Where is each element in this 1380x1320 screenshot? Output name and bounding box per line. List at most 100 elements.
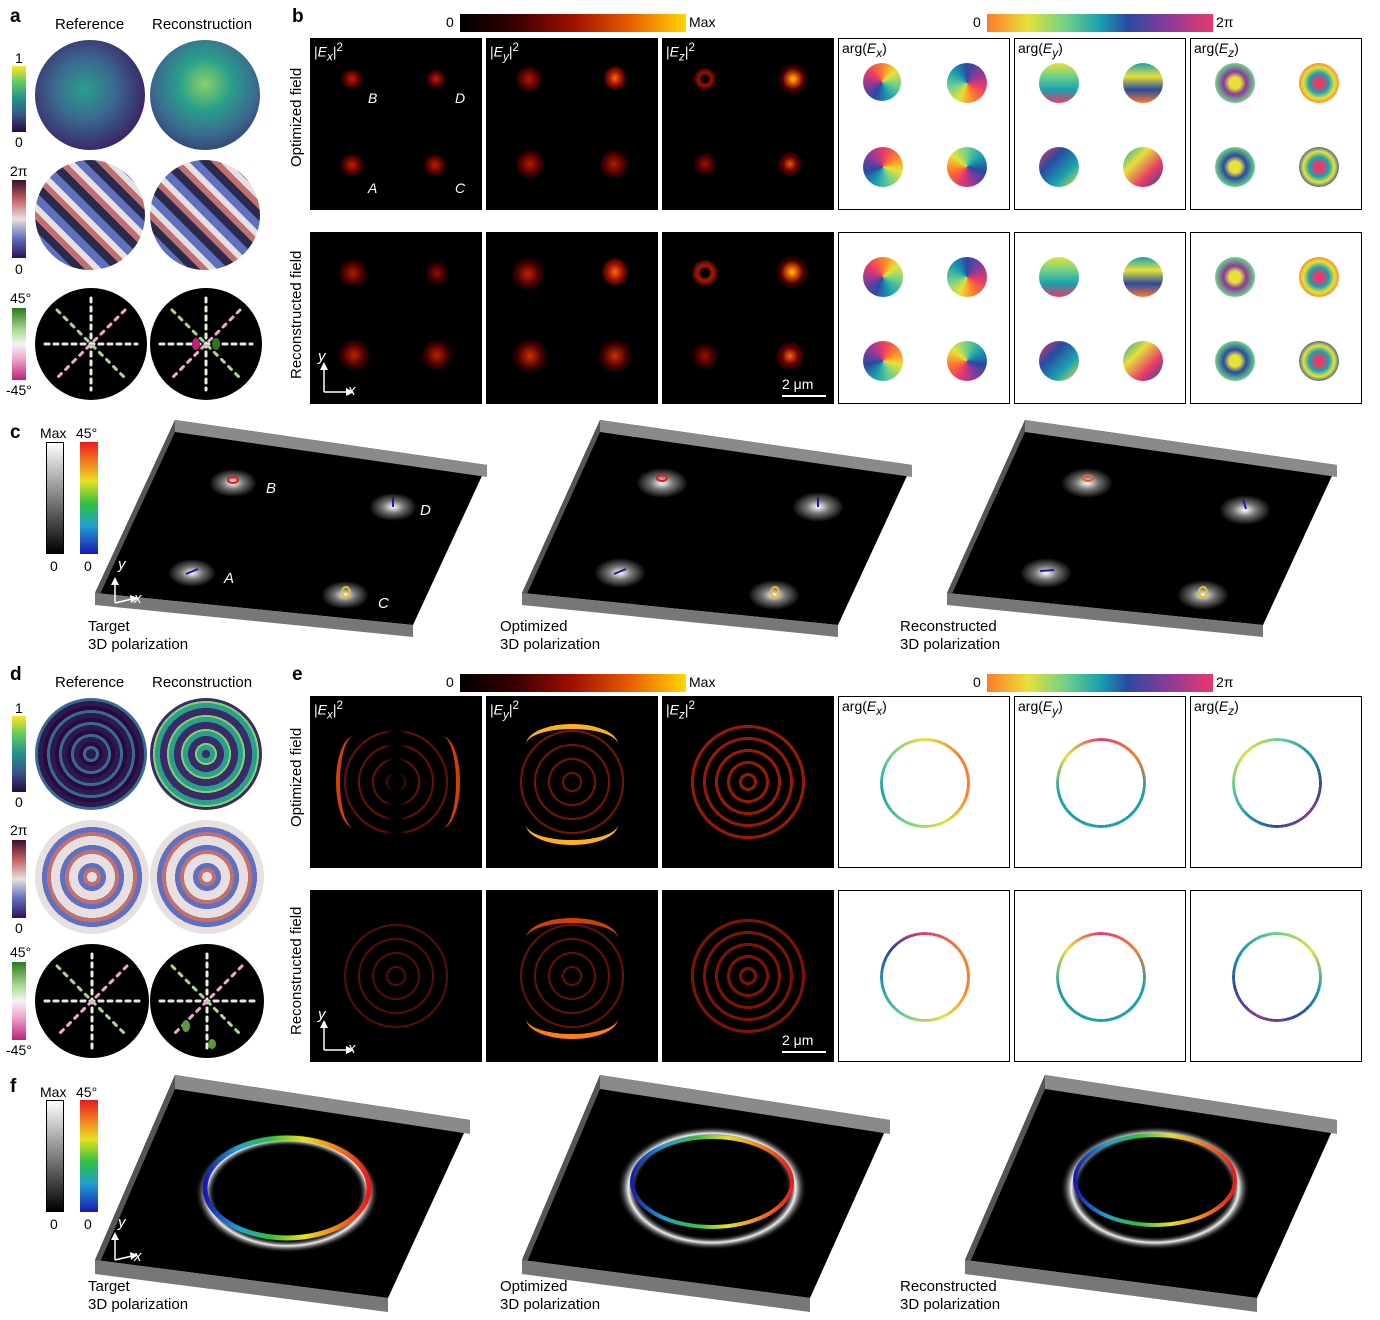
- arg-ex-label: arg(Ex): [842, 40, 887, 60]
- ring-pattern: [336, 916, 456, 1036]
- gray-colorbar-top-f: Max: [40, 1084, 67, 1100]
- spot-glow: [776, 342, 804, 370]
- ex-phase-optimized-e: arg(Ex): [838, 696, 1010, 868]
- reconstruction-polarization-image-d: [150, 944, 264, 1058]
- panel-label-c: c: [10, 422, 21, 443]
- phase-ring: [1232, 932, 1322, 1022]
- arg-ey-label: arg(Ey): [1018, 40, 1063, 60]
- optimized-spots-c: [594, 468, 844, 610]
- cyc-colorbar-left-e: 0: [973, 674, 981, 690]
- scalebar-e: [782, 1051, 826, 1053]
- target-slab-c: [95, 420, 487, 637]
- amplitude-colorbar: [12, 66, 26, 132]
- ez-intensity-reconstructed-b: 2 μm: [662, 232, 834, 404]
- scalebar-label-e: 2 μm: [782, 1032, 814, 1048]
- phase-spot: [947, 257, 987, 297]
- reconstruction-header-d: Reconstruction: [152, 674, 253, 691]
- spot-glow: [778, 152, 802, 176]
- spot-label-c-c: C: [378, 595, 389, 612]
- reference-polarization-glyphs-d: [43, 952, 141, 1050]
- ring-bright-top: [526, 918, 618, 959]
- axis-indicator-e: [320, 1020, 354, 1054]
- ey-intensity-optimized-b: |Ey|2: [486, 38, 658, 210]
- amp-colorbar-top-d: 1: [15, 700, 23, 716]
- spot-label-a-c: A: [224, 570, 235, 587]
- phase-colorbar-bottom: 0: [15, 261, 23, 277]
- spot-a-glow: [340, 154, 364, 176]
- ez-intensity-label-e: |Ez|2: [666, 699, 695, 722]
- ring-bright-top: [526, 724, 618, 765]
- spot-glow: [598, 340, 632, 372]
- spot-glow: [604, 66, 626, 90]
- phase-spot: [863, 147, 903, 187]
- jet-colorbar-top-c: 45°: [76, 425, 98, 441]
- panel-label-a: a: [10, 6, 21, 27]
- ez-phase-optimized-b: arg(Ez): [1190, 38, 1362, 210]
- 3d-polarization-plots-c: [95, 420, 1337, 637]
- phase-spot: [1039, 63, 1079, 103]
- jet-colorbar-bottom-c: 0: [84, 558, 92, 574]
- spot-glow: [694, 68, 716, 90]
- ring-bright-right: [424, 736, 460, 828]
- phase-spot: [947, 63, 987, 103]
- ey-intensity-label: |Ey|2: [490, 41, 519, 64]
- intensity-colorbar-c: [46, 442, 64, 554]
- heat-colorbar-right-e: Max: [689, 674, 716, 690]
- spot-label-c: C: [455, 180, 466, 196]
- angle-colorbar-d: [12, 962, 26, 1040]
- intensity-colorbar-f: [46, 1100, 64, 1212]
- spot-glow: [516, 66, 542, 92]
- axis-x-label-e: x: [348, 1040, 356, 1057]
- spot-glow: [512, 258, 544, 290]
- panel-label-e: e: [292, 664, 303, 685]
- phase-ring: [1056, 932, 1146, 1022]
- angle-colorbar-bottom: -45°: [6, 382, 32, 398]
- ez-phase-optimized-e: arg(Ez): [1190, 696, 1362, 868]
- ex-intensity-reconstructed-b: y x: [310, 232, 482, 404]
- phase-colorbar-top: 2π: [10, 163, 28, 179]
- ey-phase-reconstructed-e: [1014, 890, 1186, 1062]
- reference-header-d: Reference: [55, 674, 125, 691]
- phase-spot: [1299, 63, 1339, 103]
- phase-spot: [1299, 257, 1339, 297]
- amp-colorbar-bottom-d: 0: [15, 794, 23, 810]
- ez-phase-reconstructed-e: [1190, 890, 1362, 1062]
- caption-optimized-f: Optimized 3D polarization: [500, 1278, 601, 1313]
- spot-glow: [602, 258, 628, 286]
- ex-intensity-reconstructed-e: y x: [310, 890, 482, 1062]
- caption-reconstructed-f: Reconstructed 3D polarization: [900, 1278, 1001, 1313]
- phase-spot: [1039, 147, 1079, 187]
- caption-optimized-c: Optimized 3D polarization: [500, 618, 601, 653]
- spot-glow: [694, 152, 716, 176]
- cyc-colorbar-left-b: 0: [973, 14, 981, 30]
- phase-spot: [1039, 341, 1079, 381]
- caption-reconstructed-c: Reconstructed 3D polarization: [900, 618, 1001, 653]
- gray-colorbar-top-c: Max: [40, 425, 67, 441]
- phase-spot: [1123, 341, 1163, 381]
- spot-glow: [338, 340, 370, 370]
- reconstruction-phase-image-d: [150, 820, 264, 934]
- reference-amplitude-image-d: [35, 698, 147, 810]
- phase-colorbar-b: [987, 14, 1213, 32]
- ez-intensity-label: |Ez|2: [666, 41, 695, 64]
- angle-colorbar-top: 45°: [10, 290, 32, 306]
- phase-spot: [1215, 341, 1255, 381]
- phase-spot: [1123, 257, 1163, 297]
- phase-colorbar-top-d: 2π: [10, 822, 28, 838]
- reconstruction-polarization-image: [150, 288, 262, 400]
- ez-intensity-optimized-e: |Ez|2: [662, 696, 834, 868]
- jet-colorbar-top-f: 45°: [76, 1084, 98, 1100]
- phase-ring: [1232, 738, 1322, 828]
- phase-ring: [1056, 738, 1146, 828]
- row-label-optimized-b: Optimized field: [288, 67, 305, 167]
- row-label-reconstructed-e: Reconstructed field: [288, 906, 305, 1036]
- amp-colorbar-bottom: 0: [15, 134, 23, 150]
- angle-colorbar-c: [80, 442, 98, 554]
- reconstruction-amplitude-image-d: [150, 698, 262, 810]
- scalebar-b: [782, 395, 826, 397]
- ey-intensity-reconstructed-e: [486, 890, 658, 1062]
- intensity-colorbar-b: [460, 14, 686, 32]
- phase-spot: [1039, 257, 1079, 297]
- axis-indicator-f: [111, 1232, 138, 1261]
- phase-spot: [1299, 341, 1339, 381]
